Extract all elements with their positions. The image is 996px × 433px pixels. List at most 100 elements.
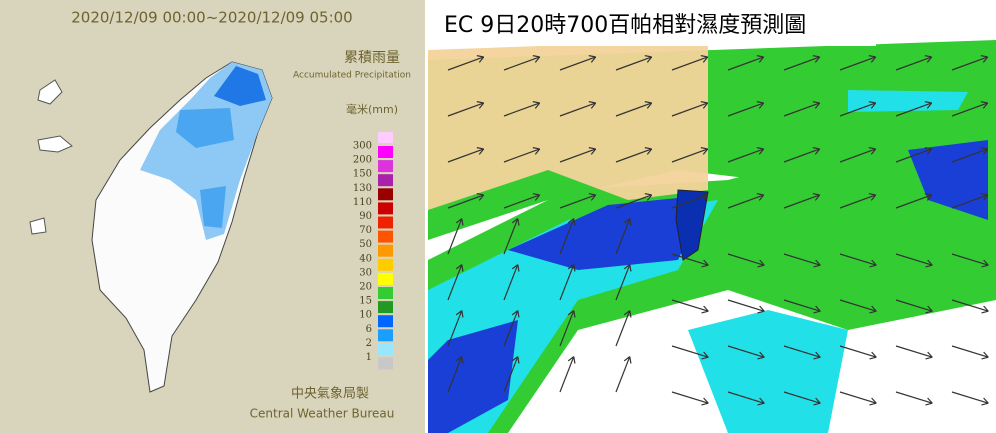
humidity-map: EC 9日20時700百帕相對濕度預測圖: [428, 0, 996, 433]
arrow-head: [812, 101, 821, 109]
arrow-head: [701, 397, 709, 406]
wind-arrow: [447, 56, 484, 71]
arrow-head: [980, 147, 989, 155]
wind-arrow: [447, 218, 463, 255]
wind-arrow: [559, 194, 596, 209]
arrow-head: [981, 305, 989, 314]
legend-swatch: [378, 315, 393, 328]
arrow-head: [623, 356, 632, 364]
wind-arrow: [783, 253, 821, 266]
wind-arrow: [671, 345, 709, 358]
arrow-head: [532, 55, 541, 63]
legend-swatch: [378, 287, 393, 299]
wind-arrow: [503, 194, 540, 209]
arrow-head: [700, 55, 709, 63]
arrow-head: [869, 305, 877, 314]
arrow-head: [924, 147, 933, 155]
arrow-head: [812, 55, 821, 63]
rain-area: [176, 108, 234, 148]
credit-en: Central Weather Bureau: [250, 407, 395, 421]
arrow-head: [925, 351, 933, 360]
wind-arrow: [783, 391, 821, 404]
legend-label: 20: [359, 282, 372, 293]
legend-label: 2: [366, 338, 372, 349]
wind-arrow: [503, 310, 519, 347]
wind-arrow: [895, 253, 933, 266]
arrow-head: [924, 101, 933, 109]
rain-area: [140, 62, 272, 240]
wind-arrow: [447, 102, 484, 117]
humid-area: [688, 310, 848, 433]
wind-arrow: [783, 345, 821, 358]
arrow-head: [588, 101, 597, 109]
humid-area: [428, 320, 518, 433]
arrow-head: [532, 193, 541, 201]
wind-arrow: [671, 391, 709, 404]
wind-arrow: [615, 102, 652, 117]
wind-arrow: [447, 310, 463, 347]
wind-arrow: [503, 356, 519, 393]
legend-swatch: [378, 301, 393, 314]
arrow-head: [455, 310, 464, 318]
wind-arrow: [839, 253, 877, 266]
wind-arrow: [559, 356, 575, 393]
rain-map: 2020/12/09 00:00~2020/12/09 05:00 累積雨量 A…: [0, 0, 425, 433]
wind-arrow: [727, 345, 765, 358]
arrow-head: [700, 147, 709, 155]
wind-arrow: [503, 264, 519, 301]
legend-swatch: [378, 230, 393, 243]
arrow-head: [701, 351, 709, 360]
wind-arrow: [951, 299, 989, 312]
arrow-head: [756, 193, 765, 201]
arrow-head: [981, 397, 989, 406]
arrow-head: [980, 55, 989, 63]
legend-label: 300: [353, 141, 372, 152]
arrow-head: [756, 147, 765, 155]
arrow-head: [511, 356, 520, 364]
wind-arrow: [615, 264, 631, 301]
legend-swatch: [378, 357, 393, 370]
arrow-head: [868, 55, 877, 63]
legend: 300 200 150 130 110 90 70 50 40 30 20 15 10 6 2 1: [353, 141, 393, 370]
arrow-head: [532, 101, 541, 109]
wind-arrow: [783, 56, 820, 71]
wind-arrow: [671, 194, 708, 209]
arrow-head: [981, 351, 989, 360]
arrow-head: [925, 305, 933, 314]
legend-swatch: [378, 329, 393, 342]
arrow-head: [869, 397, 877, 406]
wind-arrow: [783, 102, 820, 117]
wind-arrow: [951, 194, 988, 209]
arrow-head: [623, 310, 632, 318]
legend-label: 110: [353, 197, 372, 208]
wind-arrow: [727, 148, 764, 163]
arrow-head: [623, 264, 632, 272]
wind-arrow: [951, 391, 989, 404]
wind-arrow: [671, 56, 708, 71]
arrow-head: [644, 147, 653, 155]
humid-area: [428, 110, 996, 433]
credit-zh: 中央氣象局製: [291, 387, 369, 402]
wind-arrow: [839, 148, 876, 163]
arrow-head: [476, 147, 485, 155]
wind-arrow: [559, 218, 575, 255]
time-range: 2020/12/09 00:00~2020/12/09 05:00: [71, 9, 352, 27]
arrow-head: [644, 55, 653, 63]
legend-swatch: [378, 216, 393, 229]
wind-arrow: [615, 356, 631, 393]
wind-arrow: [895, 391, 933, 404]
legend-label: 10: [359, 310, 372, 321]
wind-arrow: [615, 148, 652, 163]
wind-arrow: [559, 264, 575, 301]
arrow-head: [868, 147, 877, 155]
arrow-head: [813, 305, 821, 314]
wind-arrow: [727, 102, 764, 117]
wind-arrow: [951, 102, 988, 117]
arrow-head: [476, 101, 485, 109]
wind-arrow: [727, 56, 764, 71]
island: [29, 217, 47, 235]
wind-arrow: [783, 299, 821, 312]
title: EC 9日20時700百帕相對濕度預測圖: [444, 13, 806, 38]
arrow-head: [812, 147, 821, 155]
